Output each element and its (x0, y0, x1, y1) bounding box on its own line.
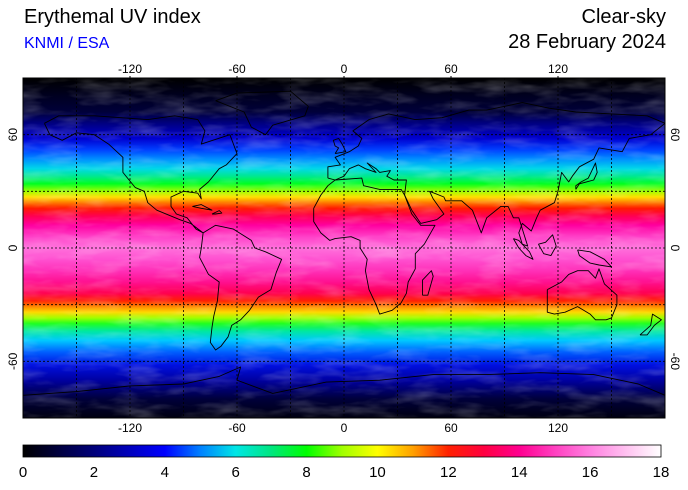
data-source: KNMI / ESA (24, 35, 110, 52)
coastline-madagascar (422, 270, 434, 296)
coastline-sumatra (513, 238, 534, 260)
lon-tick-top: 120 (548, 62, 568, 76)
lat-tick-right: 60 (668, 128, 682, 142)
colorbar-tick-label: 18 (653, 464, 670, 481)
lon-tick-top: -120 (118, 62, 142, 76)
lon-tick-bottom: -60 (228, 421, 246, 432)
sky-condition: Clear-sky (581, 6, 666, 28)
colorbar-tick-label: 12 (440, 464, 457, 481)
lon-tick-top: -60 (228, 62, 246, 76)
coastline-south-america (199, 224, 283, 351)
graticule (23, 78, 665, 418)
colorbar-tick-label: 6 (231, 464, 239, 481)
coastline-hispaniola (211, 210, 223, 215)
uv-map: -120 -120 -60 -60 0 0 60 60 120 120 60 60 0 0 -60 -60 (6, 62, 682, 432)
coastline-great-britain (332, 137, 347, 155)
colorbar-gradient (22, 444, 662, 458)
lon-tick-bottom: 60 (444, 421, 458, 432)
coastline-japan (575, 162, 598, 190)
coastline-north-america (43, 115, 238, 234)
coastline-greenland (215, 90, 309, 136)
colorbar-tick-label: 10 (369, 464, 386, 481)
map-date: 28 February 2024 (508, 31, 666, 53)
coastline-borneo (538, 234, 557, 257)
lon-tick-top: 60 (444, 62, 458, 76)
lat-tick-right: -60 (668, 353, 682, 371)
lat-tick-left: 0 (6, 244, 20, 251)
coastline-antarctica (23, 366, 665, 396)
colorbar: 0 2 4 6 8 10 12 14 16 18 (19, 444, 670, 481)
lat-tick-right: 0 (668, 245, 682, 252)
coastline-cuba (192, 204, 213, 211)
colorbar-tick-label: 0 (19, 464, 27, 481)
colorbar-tick-label: 16 (582, 464, 599, 481)
colorbar-tick-label: 8 (302, 464, 310, 481)
colorbar-tick-label: 14 (511, 464, 528, 481)
coastline-new-zealand (639, 313, 662, 336)
lon-tick-top: 0 (341, 62, 348, 76)
coastline-new-guinea (577, 249, 612, 268)
lat-tick-left: -60 (6, 352, 20, 370)
colorbar-tick-label: 2 (90, 464, 98, 481)
lon-tick-bottom: 0 (341, 421, 348, 432)
map-title: Erythemal UV index (24, 6, 201, 28)
colorbar-tick-label: 4 (161, 464, 169, 481)
lon-tick-bottom: 120 (548, 421, 568, 432)
lat-tick-left: 60 (6, 128, 20, 142)
lon-tick-bottom: -120 (118, 421, 142, 432)
coastline-africa (313, 177, 436, 315)
